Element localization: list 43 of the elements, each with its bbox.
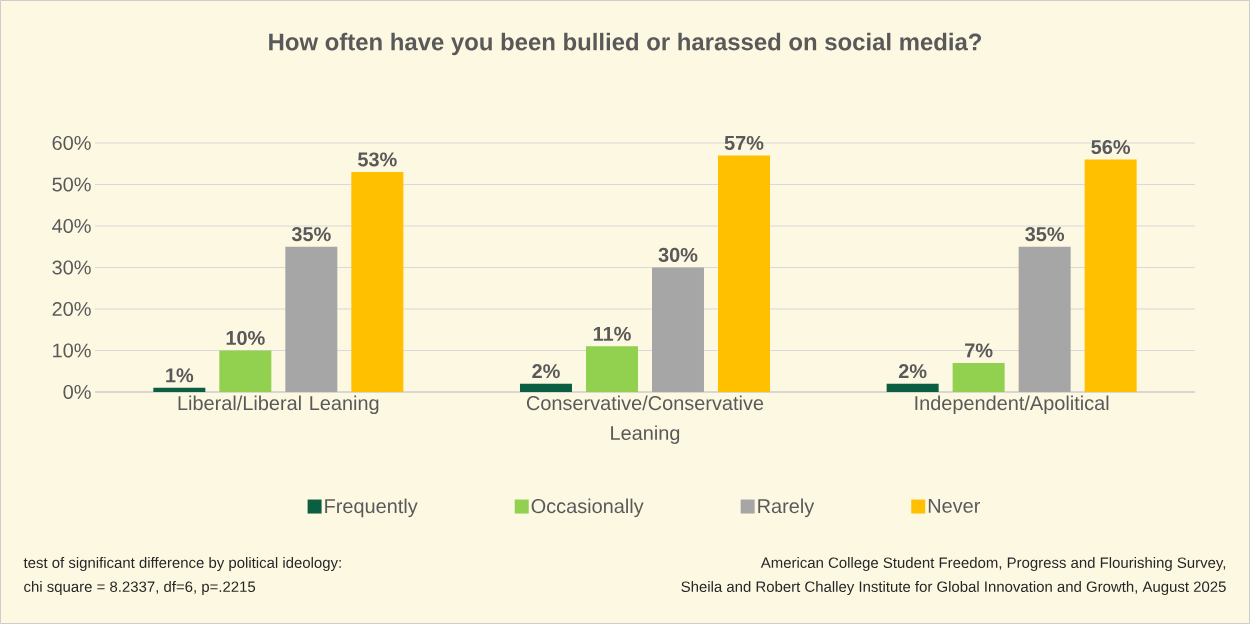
bar: [651, 267, 704, 392]
bar: [1018, 246, 1071, 392]
data-label: 35%: [291, 227, 331, 242]
y-tick-label: 10%: [53, 343, 91, 358]
text: American College Student Freedom, Progress and Flourishing Survey,: [760, 557, 1226, 571]
y-tick-label: 30%: [52, 260, 91, 275]
bar: [1084, 159, 1137, 392]
data-label: 56%: [1091, 139, 1131, 155]
bar: [153, 387, 206, 392]
bar: [952, 362, 1005, 392]
legend-label: Never: [928, 498, 981, 513]
data-label: 10%: [226, 330, 265, 345]
y-tick-label: 0%: [63, 384, 91, 400]
bar: [519, 383, 572, 392]
data-label: 2%: [532, 364, 560, 379]
data-label: 7%: [965, 343, 993, 358]
data-label: 1%: [166, 368, 194, 383]
legend-label: Occasionally: [531, 498, 644, 518]
bar: [285, 246, 338, 392]
data-label: 53%: [358, 152, 397, 167]
text: test of significant difference by political ideology:: [23, 557, 341, 571]
bar: [585, 346, 638, 392]
legend-label: Frequently: [325, 498, 418, 518]
data-label: 2%: [898, 364, 927, 379]
bar: [351, 172, 404, 392]
x-tick-label: Liberal/Liberal Leaning: [178, 395, 379, 415]
bar: [886, 383, 939, 392]
data-label: 35%: [1025, 227, 1065, 242]
x-tick-label: Conservative/Conservative Leaning: [526, 395, 764, 444]
x-tick-label: Independent/Apolitical: [915, 395, 1109, 415]
data-label: 57%: [724, 135, 764, 150]
legend-label: Rarely: [758, 498, 815, 518]
y-tick-label: 50%: [52, 177, 91, 192]
text: chi square = 8.2337, df=6, p=.2215: [24, 581, 256, 595]
data-label: 30%: [658, 247, 698, 262]
bar: [219, 350, 272, 392]
bar: [717, 155, 770, 392]
y-tick-label: 40%: [52, 218, 91, 234]
chart-title: How often have you been bullied or harassed on social media?: [269, 32, 982, 56]
y-tick-label: 20%: [52, 301, 91, 317]
text: Sheila and Robert Challey Institute for Global Innovation and Growth, August 2025: [681, 581, 1226, 595]
y-tick-label: 60%: [52, 135, 91, 151]
data-label: 11%: [593, 326, 631, 341]
